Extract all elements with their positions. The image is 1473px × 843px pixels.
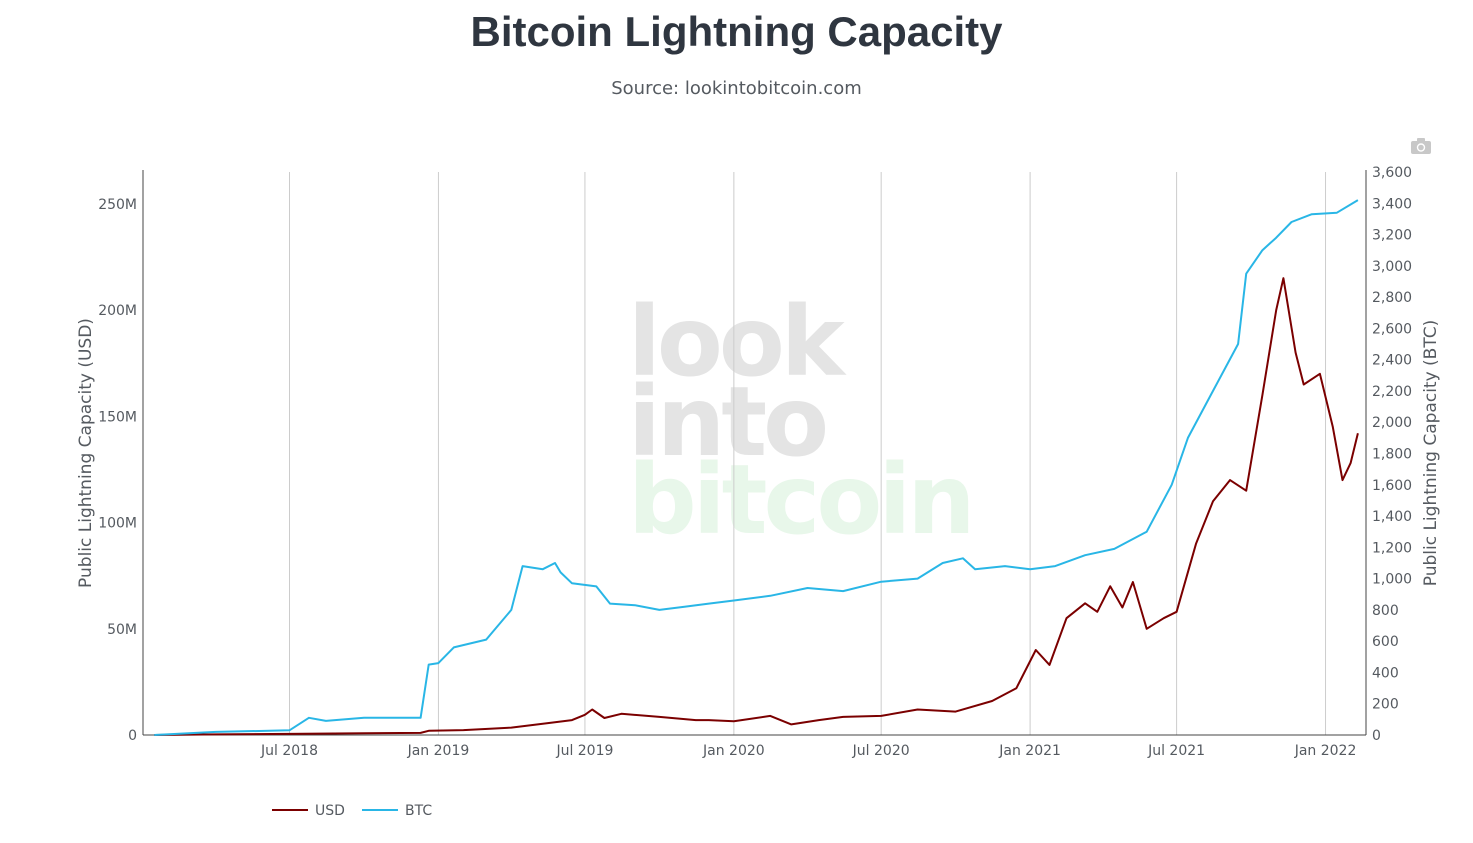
y-left-tick-label: 150M xyxy=(98,409,137,425)
x-tick-label: Jan 2019 xyxy=(407,743,470,759)
watermark: look into bitcoin xyxy=(628,286,976,556)
legend: USD BTC xyxy=(272,803,432,819)
y-right-tick-label: 3,600 xyxy=(1372,165,1412,181)
gridlines xyxy=(289,172,1327,735)
y-right-tick-label: 1,400 xyxy=(1372,509,1412,525)
y-right-tick-label: 1,000 xyxy=(1372,572,1412,588)
y-right-tick-label: 2,000 xyxy=(1372,415,1412,431)
y-right-tick-label: 3,200 xyxy=(1372,228,1412,244)
y-left-tick-label: 250M xyxy=(98,197,137,213)
y-right-tick-label: 800 xyxy=(1372,603,1399,619)
series-line-btc xyxy=(154,199,1359,736)
y-right-tick-label: 2,600 xyxy=(1372,321,1412,337)
y-right-tick-label: 2,800 xyxy=(1372,290,1412,306)
y-left-tick-label: 0 xyxy=(128,728,137,744)
y-right-tick-label: 1,600 xyxy=(1372,478,1412,494)
y-right-tick-label: 200 xyxy=(1372,697,1399,713)
legend-label-usd: USD xyxy=(315,803,345,819)
y-right-ticks: 0 200 400 600 800 1,000 1,200 1,400 1,600 1,800 2,… xyxy=(1372,165,1412,744)
axes xyxy=(142,170,1367,736)
y-right-tick-label: 600 xyxy=(1372,634,1399,650)
chart-subtitle: Source: lookintobitcoin.com xyxy=(611,78,862,99)
y-right-axis-title: Public Lightning Capacity (BTC) xyxy=(1421,320,1441,587)
y-right-tick-label: 2,200 xyxy=(1372,384,1412,400)
x-tick-label: Jan 2021 xyxy=(998,743,1061,759)
y-left-tick-label: 200M xyxy=(98,303,137,319)
y-right-tick-label: 1,200 xyxy=(1372,540,1412,556)
x-tick-label: Jul 2021 xyxy=(1147,743,1205,759)
x-tick-label: Jul 2018 xyxy=(260,743,318,759)
x-tick-label: Jan 2020 xyxy=(702,743,765,759)
y-right-tick-label: 400 xyxy=(1372,665,1399,681)
series-line-usd xyxy=(154,277,1359,736)
chart-title: Bitcoin Lightning Capacity xyxy=(470,8,1003,55)
watermark-line-1: look xyxy=(628,286,847,398)
y-left-tick-label: 100M xyxy=(98,516,137,532)
x-tick-label: Jan 2022 xyxy=(1294,743,1357,759)
watermark-line-3: bitcoin xyxy=(628,444,972,556)
x-tick-label: Jul 2019 xyxy=(555,743,613,759)
x-axis-ticks: Jul 2018 Jan 2019 Jul 2019 Jan 2020 Jul 2020… xyxy=(260,743,1356,759)
legend-label-btc: BTC xyxy=(405,803,432,819)
y-right-tick-label: 3,400 xyxy=(1372,196,1412,212)
y-right-tick-label: 0 xyxy=(1372,728,1381,744)
y-left-tick-label: 50M xyxy=(107,622,137,638)
y-right-tick-label: 3,000 xyxy=(1372,259,1412,275)
y-left-ticks: 0 50M 100M 150M 200M 250M xyxy=(98,197,137,744)
camera-icon[interactable] xyxy=(1410,137,1432,155)
watermark-line-2: into xyxy=(628,366,825,478)
y-right-tick-label: 1,800 xyxy=(1372,447,1412,463)
x-tick-label: Jul 2020 xyxy=(852,743,910,759)
y-right-tick-label: 2,400 xyxy=(1372,353,1412,369)
series-group xyxy=(154,199,1359,736)
y-left-axis-title: Public Lightning Capacity (USD) xyxy=(76,318,96,588)
